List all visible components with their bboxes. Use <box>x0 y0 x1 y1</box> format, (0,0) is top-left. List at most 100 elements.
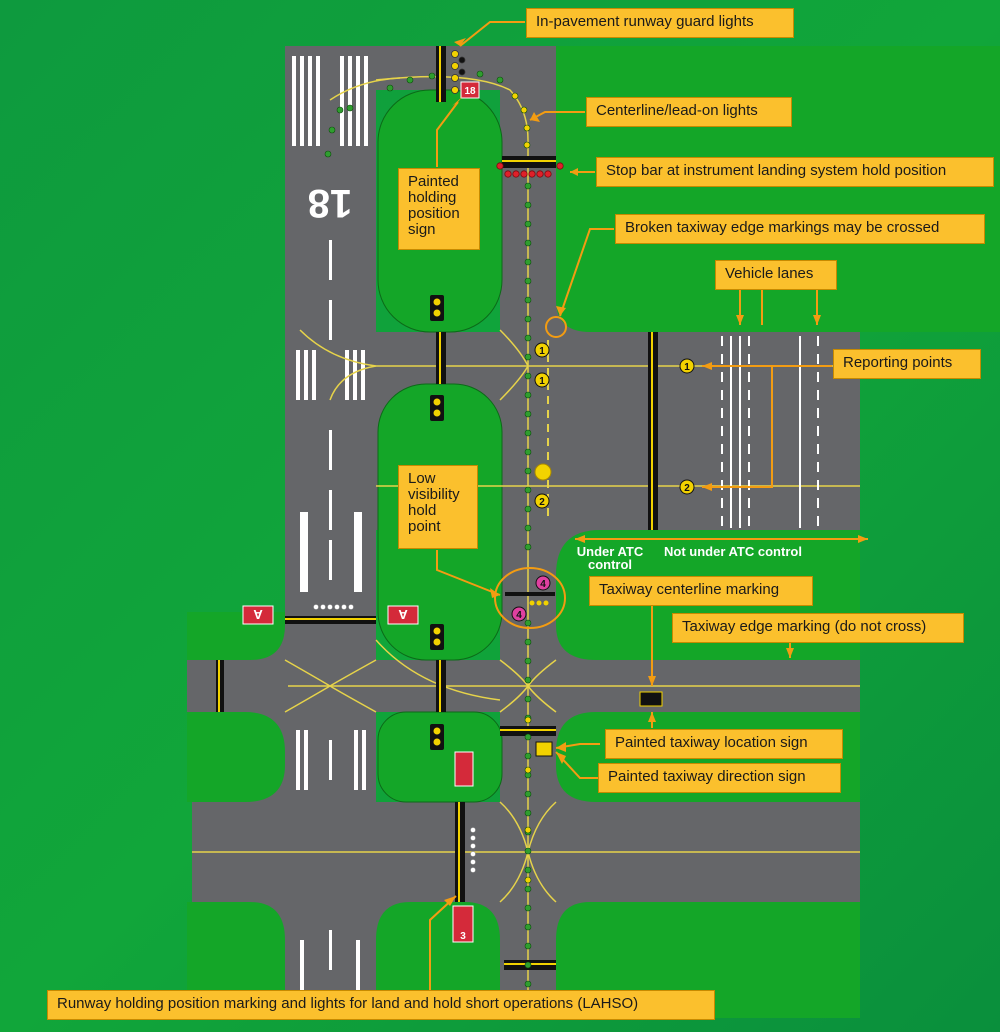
runway-centerline <box>329 240 332 970</box>
centerline-light <box>524 258 532 266</box>
centerline-light <box>524 766 532 774</box>
centerline-light <box>511 92 519 100</box>
low-visibility-point-a: 4 <box>540 579 546 590</box>
taxiway-a-sign-right: A <box>387 605 419 625</box>
reporting-point-2b: 2 <box>684 483 690 494</box>
centerline-light <box>523 124 531 132</box>
fillet-ne <box>556 300 590 332</box>
centerline-light <box>524 220 532 228</box>
label-not-under-atc: Not under ATC control <box>664 544 802 559</box>
taxiway-location-sign <box>639 691 663 707</box>
centerline-light <box>524 182 532 190</box>
centerline-light <box>524 391 532 399</box>
reporting-point-1a: 1 <box>539 346 545 357</box>
runway-3-sign-text: 3 <box>460 931 466 942</box>
callout-vehicle-lanes: Vehicle lanes <box>715 260 837 290</box>
callout-broken-edge: Broken taxiway edge markings may be cros… <box>615 214 985 244</box>
vehicle-lane-lines <box>721 336 819 528</box>
centerline-light <box>524 486 532 494</box>
centerline-light <box>524 315 532 323</box>
reporting-point-2a: 2 <box>539 497 545 508</box>
centerline-light <box>524 467 532 475</box>
centerline-light <box>524 296 532 304</box>
centerline-light <box>524 619 532 627</box>
centerline-light <box>524 847 532 855</box>
centerline-light <box>324 150 332 158</box>
centerline-light <box>524 961 532 969</box>
grass-sw <box>187 712 285 802</box>
centerline-light <box>346 104 354 112</box>
taxiway-a-sign-right-text: A <box>398 607 408 622</box>
lahso-lights <box>470 827 476 873</box>
taxiway-direction-sign <box>535 741 553 757</box>
centerline-light <box>520 106 528 114</box>
callout-taxiway-edge: Taxiway edge marking (do not cross) <box>672 613 964 643</box>
reporting-point-1c: 1 <box>684 362 690 373</box>
fillet-sw2 <box>245 765 285 802</box>
centerline-light <box>524 353 532 361</box>
centerline-light <box>524 885 532 893</box>
centerline-light <box>524 923 532 931</box>
stop-bar-lights <box>496 162 564 178</box>
centerline-light <box>524 866 532 874</box>
callout-reporting-points: Reporting points <box>833 349 981 379</box>
low-visibility-point-b: 4 <box>516 610 522 621</box>
callout-taxiway-location-sign: Painted taxiway location sign <box>605 729 843 759</box>
centerline-light <box>406 76 414 84</box>
runway-3-sign: 3 <box>452 905 474 943</box>
centerline-light <box>524 543 532 551</box>
taxiway-a-sign-left: A <box>242 605 274 625</box>
runway-18-sign: 18 <box>460 81 480 99</box>
callout-low-visibility: Low visibility hold point <box>398 465 478 549</box>
label-under-atc: Under ATC control <box>576 544 644 572</box>
centerline-light <box>336 106 344 114</box>
fillet-w <box>250 625 285 660</box>
centerline-light <box>524 733 532 741</box>
callout-centerline-lights: Centerline/lead-on lights <box>586 97 792 127</box>
low-visibility-highlight <box>494 567 566 629</box>
centerline-light <box>524 448 532 456</box>
callout-taxiway-direction-sign: Painted taxiway direction sign <box>598 763 841 793</box>
fillet-e2 <box>556 625 596 660</box>
centerline-light <box>524 429 532 437</box>
centerline-light <box>386 84 394 92</box>
centerline-light <box>524 790 532 798</box>
fillet-se2 <box>556 765 596 802</box>
centerline-light <box>524 904 532 912</box>
runway-touchdown-markings <box>296 350 366 1000</box>
centerline-light <box>524 695 532 703</box>
reporting-point-markers: 1 1 1 2 2 <box>534 342 695 509</box>
centerline-light <box>524 676 532 684</box>
centerline-light <box>524 524 532 532</box>
callout-guard-lights: In-pavement runway guard lights <box>526 8 794 38</box>
reporting-point-1b: 1 <box>539 376 545 387</box>
low-visibility-markers: 4 4 <box>511 575 551 622</box>
centerline-light <box>524 638 532 646</box>
centerline-light <box>524 334 532 342</box>
centerline-light <box>524 716 532 724</box>
callout-painted-holding-sign: Painted holding position sign <box>398 168 480 250</box>
centerline-light <box>524 657 532 665</box>
runway-threshold-markings <box>292 56 368 146</box>
red-sign-island <box>454 751 474 787</box>
runway-white-lights <box>313 604 354 610</box>
broken-edge-highlight <box>545 316 567 338</box>
holding-position-markings <box>216 46 658 970</box>
taxiway-a-sign-left-text: A <box>253 607 263 622</box>
centerline-light <box>328 126 336 134</box>
centerline-light <box>476 70 484 78</box>
fillet-e1 <box>556 530 600 575</box>
centerline-light <box>524 980 532 988</box>
elevated-guard-lights <box>430 295 444 750</box>
centerline-lights <box>324 70 532 1007</box>
centerline-light <box>524 942 532 950</box>
fillet-se1 <box>556 712 596 752</box>
centerline-light <box>428 72 436 80</box>
runway-18-sign-text: 18 <box>464 86 476 97</box>
centerline-light <box>524 876 532 884</box>
centerline-light <box>523 141 531 149</box>
leader-arrowheads <box>444 38 868 906</box>
runway-number: 18 <box>308 181 353 225</box>
